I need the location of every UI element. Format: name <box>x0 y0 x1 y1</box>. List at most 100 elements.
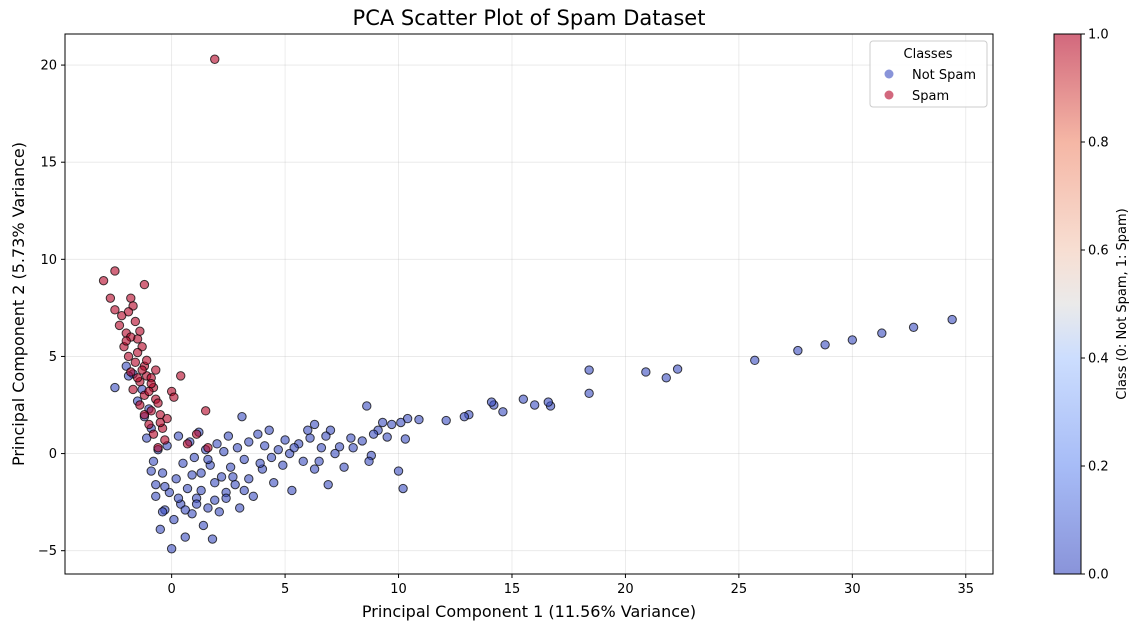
point-not-spam <box>398 483 408 494</box>
x-tick-label: 25 <box>731 582 748 597</box>
point-not-spam <box>348 443 358 453</box>
point-not-spam <box>303 425 313 435</box>
point-not-spam <box>518 394 529 404</box>
point-not-spam <box>264 425 274 435</box>
point-not-spam <box>173 431 184 441</box>
point-not-spam <box>382 432 392 442</box>
point-not-spam <box>180 505 190 515</box>
point-not-spam <box>239 485 249 496</box>
point-not-spam <box>157 507 168 517</box>
point-spam <box>135 400 145 410</box>
point-not-spam <box>232 443 243 453</box>
point-not-spam <box>203 454 213 465</box>
point-not-spam <box>237 411 247 422</box>
point-not-spam <box>289 443 299 453</box>
chart-title: PCA Scatter Plot of Spam Dataset <box>353 6 706 30</box>
point-not-spam <box>189 452 200 463</box>
x-tick-label: 35 <box>957 582 974 597</box>
scatter-points <box>98 54 957 554</box>
x-tick-label: 15 <box>504 582 521 597</box>
point-not-spam <box>160 481 170 492</box>
y-tick-label: 15 <box>40 156 57 171</box>
point-not-spam <box>223 431 234 441</box>
point-spam <box>200 406 211 416</box>
point-spam <box>153 398 163 408</box>
point-not-spam <box>269 478 279 488</box>
point-spam <box>137 365 147 375</box>
point-not-spam <box>225 462 236 472</box>
colorbar-ticks: 0.0 0.2 0.4 0.6 0.8 1.0 <box>1081 28 1109 583</box>
point-not-spam <box>196 485 206 496</box>
y-tick-label: 20 <box>40 59 57 74</box>
point-not-spam <box>441 415 451 426</box>
point-spam <box>130 357 141 367</box>
point-not-spam <box>214 507 224 517</box>
gridlines <box>65 34 993 574</box>
point-not-spam <box>219 446 229 457</box>
point-not-spam <box>393 466 404 476</box>
point-spam <box>169 392 179 402</box>
point-spam <box>126 367 136 377</box>
point-not-spam <box>255 458 265 468</box>
point-not-spam <box>212 439 222 449</box>
point-not-spam <box>400 434 411 444</box>
point-spam <box>110 266 120 276</box>
x-tick-label: 20 <box>617 582 634 597</box>
point-not-spam <box>198 520 209 531</box>
point-not-spam <box>793 345 803 356</box>
x-axis-ticks: 0 5 10 15 20 25 30 35 <box>167 574 974 597</box>
point-spam <box>135 326 145 336</box>
colorbar-tick-label: 1.0 <box>1088 28 1109 43</box>
colorbar-tick-label: 0.2 <box>1088 460 1109 475</box>
point-not-spam <box>498 407 508 417</box>
point-not-spam <box>543 397 553 407</box>
y-axis-ticks: −5 0 5 10 15 20 <box>38 59 65 559</box>
point-not-spam <box>278 460 288 470</box>
point-not-spam <box>166 544 177 554</box>
point-not-spam <box>280 435 290 445</box>
point-not-spam <box>661 373 671 383</box>
point-not-spam <box>210 478 220 488</box>
point-spam <box>132 373 143 383</box>
point-not-spam <box>148 456 159 467</box>
point-not-spam <box>173 493 184 503</box>
point-spam <box>160 435 170 445</box>
point-not-spam <box>239 454 249 465</box>
point-spam <box>182 439 193 449</box>
colorbar-tick-label: 0.0 <box>1088 568 1109 583</box>
point-spam <box>98 275 109 286</box>
y-tick-label: 10 <box>40 253 57 268</box>
point-not-spam <box>820 340 830 350</box>
y-tick-label: 0 <box>49 447 57 462</box>
x-tick-label: 30 <box>844 582 861 597</box>
point-not-spam <box>287 485 297 496</box>
point-not-spam <box>196 468 206 478</box>
point-not-spam <box>146 466 156 476</box>
point-spam <box>139 410 150 420</box>
point-not-spam <box>330 448 340 459</box>
point-spam <box>155 417 165 428</box>
point-spam <box>139 279 150 290</box>
point-not-spam <box>309 464 320 474</box>
point-not-spam <box>171 474 181 484</box>
point-not-spam <box>584 365 594 375</box>
point-not-spam <box>169 514 179 525</box>
point-spam <box>203 443 213 453</box>
point-not-spam <box>641 367 651 377</box>
point-not-spam <box>182 483 193 494</box>
point-spam <box>151 365 161 375</box>
point-spam <box>132 347 143 358</box>
point-not-spam <box>210 495 220 505</box>
point-not-spam <box>244 474 254 484</box>
legend-label-spam: Spam <box>912 89 949 104</box>
point-not-spam <box>266 452 277 463</box>
point-not-spam <box>486 397 497 407</box>
point-spam <box>123 307 134 317</box>
point-not-spam <box>155 524 165 535</box>
point-not-spam <box>362 401 372 411</box>
point-not-spam <box>244 437 254 447</box>
point-spam <box>146 378 156 389</box>
point-not-spam <box>203 503 213 513</box>
point-not-spam <box>459 411 470 422</box>
